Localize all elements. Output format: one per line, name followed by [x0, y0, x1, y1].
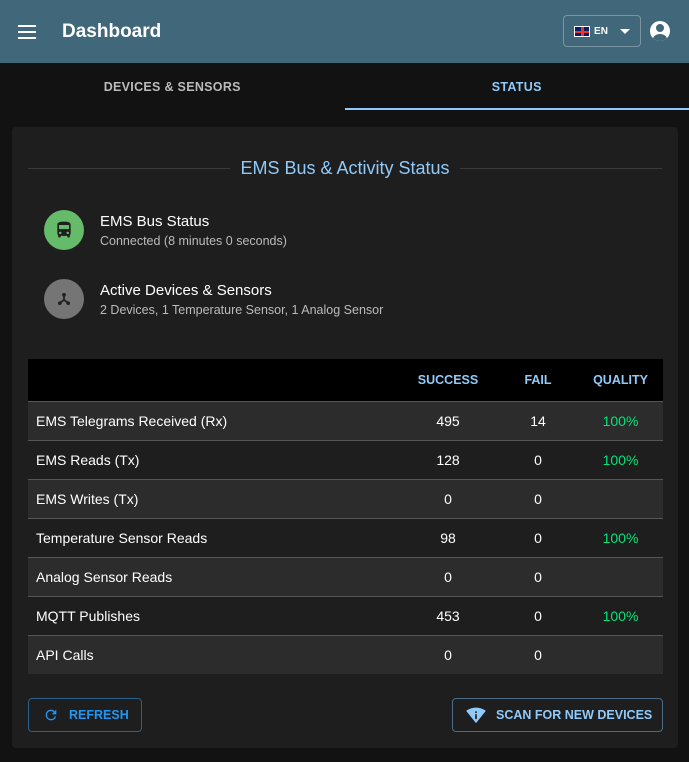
bus-status-item: EMS Bus Status Connected (8 minutes 0 se…: [44, 210, 287, 250]
row-fail: 0: [498, 595, 578, 635]
row-quality: [578, 634, 663, 674]
language-value: EN: [594, 25, 608, 37]
activity-table: SUCCESS FAIL QUALITY EMS Telegrams Recei…: [28, 359, 663, 674]
active-devices-item: Active Devices & Sensors 2 Devices, 1 Te…: [44, 279, 383, 319]
row-name: API Calls: [28, 634, 398, 674]
row-fail: 0: [498, 439, 578, 479]
language-select[interactable]: EN: [563, 15, 641, 47]
row-quality: 100%: [578, 439, 663, 479]
scan-devices-button[interactable]: SCAN FOR NEW DEVICES: [452, 698, 663, 732]
uk-flag-icon: [574, 25, 591, 37]
card-title-divider: EMS Bus & Activity Status: [28, 158, 663, 179]
row-quality: 100%: [578, 595, 663, 635]
status-card: EMS Bus & Activity Status EMS Bus Status…: [12, 127, 678, 748]
bus-status-value: Connected (8 minutes 0 seconds): [100, 233, 287, 248]
refresh-icon: [45, 709, 57, 721]
table-row: EMS Telegrams Received (Rx) 495 14 100%: [28, 400, 663, 440]
bus-status-title: EMS Bus Status: [100, 212, 210, 230]
hub-icon: [44, 279, 84, 319]
table-row: Temperature Sensor Reads 98 0 100%: [28, 517, 663, 557]
row-quality: [578, 556, 663, 596]
row-fail: 0: [498, 478, 578, 518]
row-quality: 100%: [578, 517, 663, 557]
caret-down-icon: [619, 28, 630, 34]
table-row: Analog Sensor Reads 0 0: [28, 556, 663, 596]
row-name: EMS Writes (Tx): [28, 478, 398, 518]
row-name: Temperature Sensor Reads: [28, 517, 398, 557]
table-row: MQTT Publishes 453 0 100%: [28, 595, 663, 635]
row-quality: [578, 478, 663, 518]
row-success: 0: [398, 478, 498, 518]
row-success: 453: [398, 595, 498, 635]
col-name: [28, 359, 398, 401]
row-success: 0: [398, 556, 498, 596]
col-success: SUCCESS: [398, 359, 498, 401]
menu-icon[interactable]: [18, 24, 36, 39]
bus-icon: [44, 210, 84, 250]
table-row: API Calls 0 0: [28, 634, 663, 674]
row-fail: 0: [498, 556, 578, 596]
row-fail: 14: [498, 400, 578, 440]
col-quality: QUALITY: [578, 359, 663, 401]
tabs: DEVICES & SENSORS STATUS: [0, 63, 689, 110]
card-title: EMS Bus & Activity Status: [240, 158, 450, 178]
row-name: Analog Sensor Reads: [28, 556, 398, 596]
refresh-button[interactable]: REFRESH: [28, 698, 142, 732]
active-devices-value: 2 Devices, 1 Temperature Sensor, 1 Analo…: [100, 302, 384, 317]
tab-status[interactable]: STATUS: [344, 63, 689, 110]
row-quality: 100%: [578, 400, 663, 440]
row-name: EMS Reads (Tx): [28, 439, 398, 479]
row-name: EMS Telegrams Received (Rx): [28, 400, 398, 440]
active-devices-title: Active Devices & Sensors: [100, 281, 272, 299]
tab-devices-sensors[interactable]: DEVICES & SENSORS: [103, 79, 241, 94]
row-fail: 0: [498, 634, 578, 674]
col-fail: FAIL: [498, 359, 578, 401]
row-success: 495: [398, 400, 498, 440]
app-bar: Dashboard EN: [0, 0, 689, 63]
row-success: 98: [398, 517, 498, 557]
row-fail: 0: [498, 517, 578, 557]
row-success: 128: [398, 439, 498, 479]
refresh-label: REFRESH: [69, 708, 129, 722]
row-success: 0: [398, 634, 498, 674]
table-row: EMS Reads (Tx) 128 0 100%: [28, 439, 663, 479]
wifi-info-icon: [466, 707, 486, 724]
account-icon[interactable]: [650, 21, 670, 41]
table-row: EMS Writes (Tx) 0 0: [28, 478, 663, 518]
scan-label: SCAN FOR NEW DEVICES: [496, 708, 653, 722]
row-name: MQTT Publishes: [28, 595, 398, 635]
page-title: Dashboard: [62, 20, 162, 42]
